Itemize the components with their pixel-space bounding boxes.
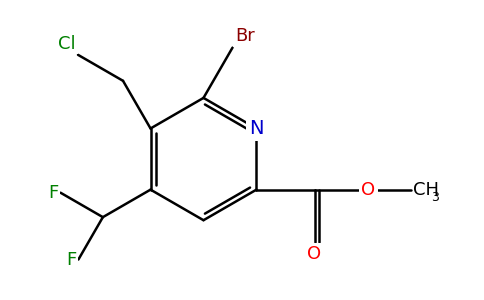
Text: F: F	[66, 250, 76, 268]
Text: F: F	[48, 184, 58, 202]
Text: N: N	[249, 119, 264, 138]
Text: O: O	[361, 181, 376, 199]
Text: O: O	[307, 245, 321, 263]
Text: 3: 3	[432, 191, 439, 204]
Text: CH: CH	[413, 181, 439, 199]
Text: Br: Br	[235, 27, 255, 45]
Text: Cl: Cl	[58, 34, 76, 52]
